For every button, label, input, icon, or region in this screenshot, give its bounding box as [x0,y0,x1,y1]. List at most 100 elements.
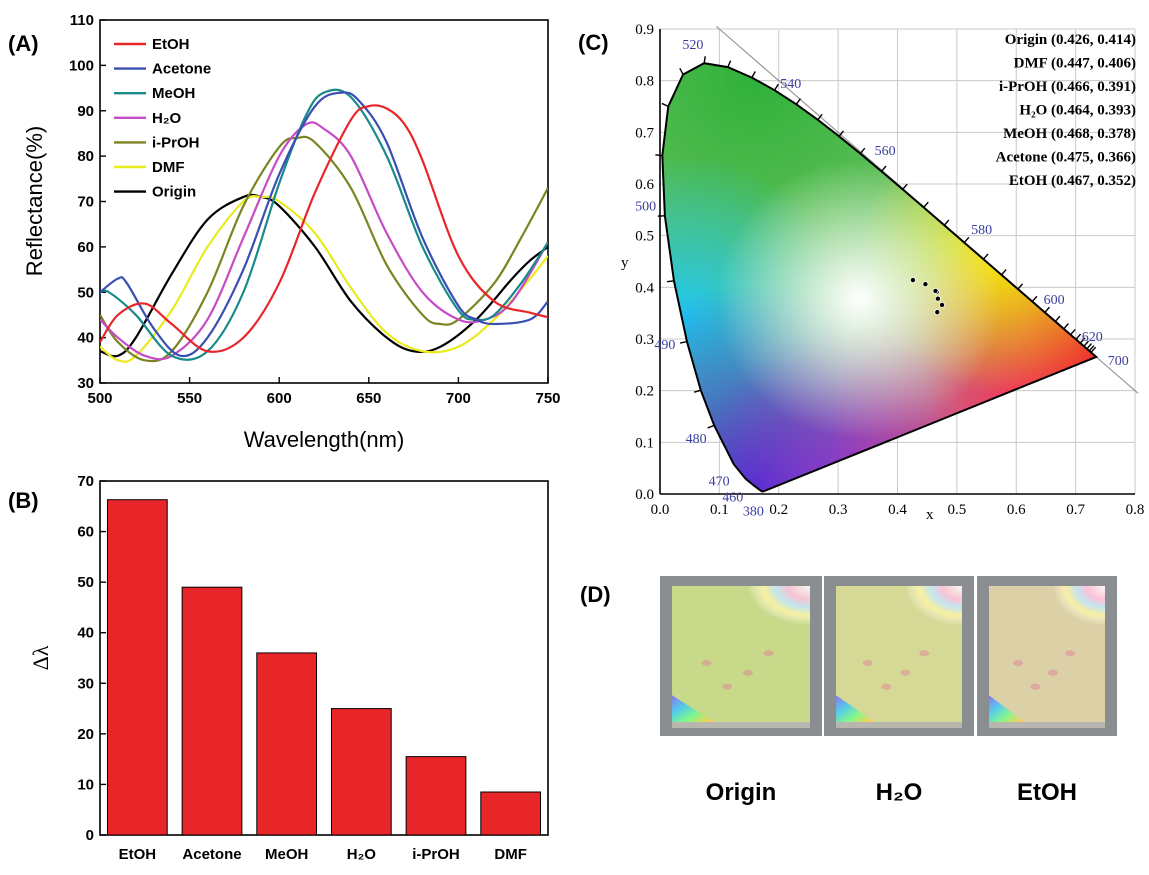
legend-label: H₂O [152,110,181,127]
photo-label: Origin [706,779,777,806]
locus-tick [1018,284,1023,289]
y-tick-label-a: 60 [77,239,94,256]
locus-tick [655,155,662,156]
stain-spot [900,670,910,676]
legend-label: Acetone [152,61,211,78]
bar-5 [481,792,541,835]
wavelength-label: 520 [682,38,703,53]
y-tick-label-c: 0.4 [635,280,654,296]
y-tick-label-a: 110 [70,12,94,29]
y-tick-label-c: 0.6 [635,177,654,193]
y-tick-label-a: 30 [77,375,94,392]
film-photo-0 [660,576,822,736]
stain-spot [722,684,732,690]
bar-3 [331,709,391,835]
locus-tick [1064,324,1069,329]
x-tick-label-c: 0.8 [1126,502,1145,518]
x-tick-label-c: 0.3 [829,502,848,518]
locus-tick [964,237,969,242]
film-edge [836,722,962,728]
x-tick-label-a: 550 [177,390,202,407]
stain-spot [1048,670,1058,676]
wavelength-label: 380 [743,505,764,520]
bar-1 [182,587,242,835]
locus-tick [728,61,731,67]
y-axis-title-c: y [621,255,629,271]
locus-tick [882,166,887,171]
locus-tick [704,56,705,63]
y-tick-label-c: 0.5 [635,229,654,245]
point-dmf [923,282,928,287]
x-tick-label-b: EtOH [119,846,157,863]
legend-label: EtOH [152,36,190,53]
locus-tick [775,84,779,90]
wavelength-label: 460 [722,490,743,505]
y-tick-label-c: 0.0 [635,487,654,503]
stain-spot [1013,660,1023,666]
x-tick-label-b: i-PrOH [412,846,460,863]
x-tick-label-c: 0.7 [1066,502,1085,518]
stain-spot [881,684,891,690]
y-tick-label-b: 70 [77,473,94,490]
y-tick-label-c: 0.3 [635,332,654,348]
locus-tick [1032,296,1037,301]
legend-label: i-PrOH [152,134,200,151]
panel-letter-a: (A) [8,31,39,56]
series-line-h₂o [100,122,548,359]
x-tick-label-a: 750 [535,390,560,407]
x-tick-label-c: 0.6 [1007,502,1026,518]
x-tick-label-b: DMF [494,846,527,863]
locus-tick [680,68,683,74]
y-tick-label-a: 90 [77,103,94,120]
y-tick-label-c: 0.2 [635,384,654,400]
wavelength-label: 500 [635,199,656,214]
x-tick-label-a: 650 [356,390,381,407]
x-tick-label-a: 500 [87,390,112,407]
locus-tick [1071,329,1076,334]
locus-tick [680,342,687,343]
y-tick-label-b: 0 [86,827,94,844]
stain-spot [919,650,929,656]
photo-label: H₂O [876,779,923,806]
x-tick-label-b: H₂O [347,846,376,863]
coord-label: MeOH (0.468, 0.378) [1003,126,1136,142]
y-tick-label-c: 0.1 [635,435,654,451]
film-edge [989,722,1105,728]
stain-spot [702,660,712,666]
wavelength-label: 620 [1082,330,1103,345]
stain-spot [1030,684,1040,690]
x-axis-title-a: Wavelength(nm) [244,427,405,452]
point-meoh [935,296,940,301]
series-line-dmf [100,196,548,362]
legend-label: DMF [152,159,185,176]
wavelength-label: 580 [971,223,992,238]
coord-label: EtOH (0.467, 0.352) [1009,173,1136,189]
x-tick-label-c: 0.0 [651,502,670,518]
locus-tick [662,103,668,106]
y-tick-label-a: 80 [77,148,94,165]
wavelength-label: 470 [709,475,730,490]
stain-spot [863,660,873,666]
y-tick-label-a: 100 [69,57,94,74]
locus-tick [983,254,988,259]
locus-tick [708,425,715,427]
y-tick-label-c: 0.8 [635,74,654,90]
locus-tick [1002,270,1007,275]
locus-tick [667,281,674,282]
point-acetone [939,302,944,307]
film-edge [672,722,810,728]
locus-tick [944,220,949,225]
bar-2 [257,653,317,835]
point-etoh [935,310,940,315]
panel-letter-b: (B) [8,488,39,513]
wavelength-label: 600 [1044,293,1065,308]
wavelength-label: 540 [780,77,801,92]
bar-0 [107,500,167,835]
bar-4 [406,757,466,835]
y-tick-label-a: 40 [77,330,94,347]
coord-label: H₂O (0.464, 0.393) [1019,103,1136,119]
